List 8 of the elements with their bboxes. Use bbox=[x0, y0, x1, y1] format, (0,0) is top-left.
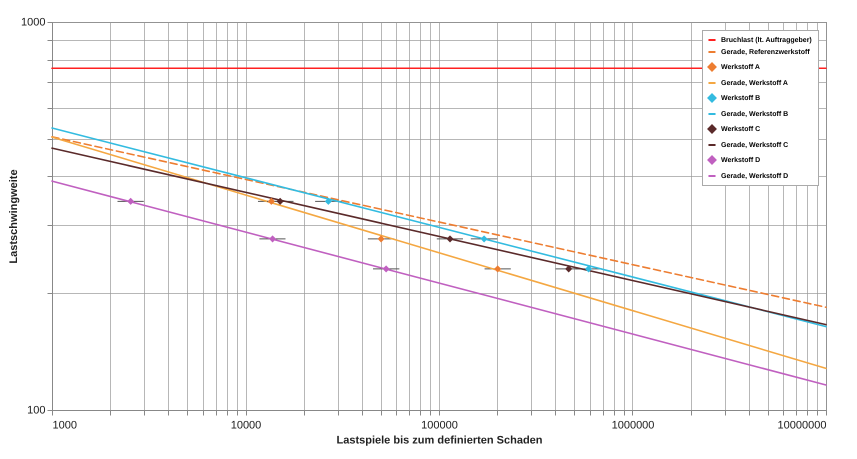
x-tick-label: 1000000 bbox=[612, 420, 654, 432]
y-axis-title: Lastschwingweite bbox=[8, 169, 20, 264]
x-tick-label: 10000000 bbox=[778, 420, 826, 432]
x-tick-label: 10000 bbox=[230, 420, 262, 432]
x-tick-label: 1000 bbox=[52, 420, 77, 432]
x-tick-label: 100000 bbox=[421, 420, 458, 432]
x-axis-title: Lastspiele bis zum definierten Schaden bbox=[336, 434, 543, 446]
y-tick-label: 100 bbox=[27, 404, 46, 416]
